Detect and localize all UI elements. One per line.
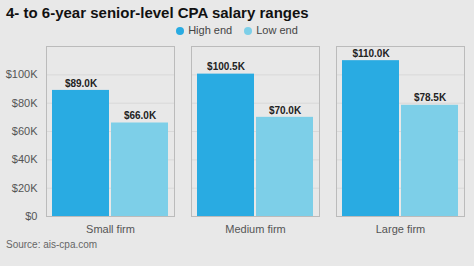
- svg-text:$80K: $80K: [12, 97, 38, 109]
- html-text:High end: High end: [188, 24, 233, 36]
- svg-text:$110.0K: $110.0K: [352, 48, 390, 59]
- svg-text:$66.0K: $66.0K: [124, 110, 157, 121]
- svg-text:$100.5K: $100.5K: [207, 61, 246, 72]
- svg-text:$40K: $40K: [12, 153, 38, 165]
- svg-text:Medium firm: Medium firm: [225, 223, 286, 235]
- html-text:Low end: Low end: [256, 24, 298, 36]
- html-text:4- to 6-year senior-level CPA: 4- to 6-year senior-level CPA salary ran…: [6, 4, 309, 21]
- html-text:Source: ais-cpa.com: Source: ais-cpa.com: [6, 239, 98, 250]
- svg-text:$78.5K: $78.5K: [414, 92, 447, 103]
- svg-text:$70.0K: $70.0K: [269, 105, 302, 116]
- svg-text:$100K: $100K: [6, 68, 38, 80]
- svg-text:$0: $0: [25, 210, 37, 222]
- svg-text:Small firm: Small firm: [86, 223, 135, 235]
- svg-text:$89.0K: $89.0K: [65, 78, 98, 89]
- svg-text:Large firm: Large firm: [376, 223, 426, 235]
- svg-text:$60K: $60K: [12, 125, 38, 137]
- svg-text:$20K: $20K: [12, 182, 38, 194]
